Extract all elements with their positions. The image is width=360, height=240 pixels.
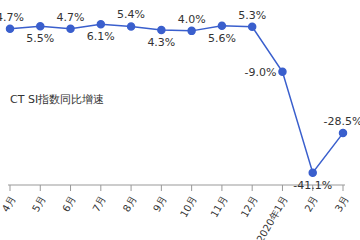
svg-text:4.7%: 4.7% [8,11,24,24]
svg-text:2020年1月: 2020年1月 [254,194,289,240]
svg-text:5月: 5月 [30,194,48,214]
svg-text:12月: 12月 [239,194,260,219]
svg-text:3月: 3月 [333,194,351,214]
svg-text:11月: 11月 [208,194,229,219]
svg-text:-41.1%: -41.1% [293,179,332,192]
svg-text:-28.5%: -28.5% [324,115,352,128]
svg-text:2月: 2月 [302,194,320,214]
svg-text:4月: 4月 [8,194,17,214]
svg-text:6月: 6月 [60,194,78,214]
svg-text:7月: 7月 [90,194,108,214]
svg-text:4.3%: 4.3% [147,36,175,49]
html-text:CT SI指数同比增速: CT SI指数同比增速 [10,93,105,106]
svg-text:-9.0%: -9.0% [245,66,277,79]
svg-text:5.4%: 5.4% [117,8,145,21]
svg-text:9月: 9月 [151,194,169,214]
svg-text:5.6%: 5.6% [208,32,236,45]
svg-text:6.1%: 6.1% [87,30,115,43]
svg-text:4.7%: 4.7% [57,11,85,24]
svg-text:4.0%: 4.0% [178,13,206,26]
svg-text:5.5%: 5.5% [26,32,54,45]
svg-text:8月: 8月 [121,194,139,214]
svg-text:10月: 10月 [178,194,199,219]
svg-text:5.3%: 5.3% [238,9,266,22]
